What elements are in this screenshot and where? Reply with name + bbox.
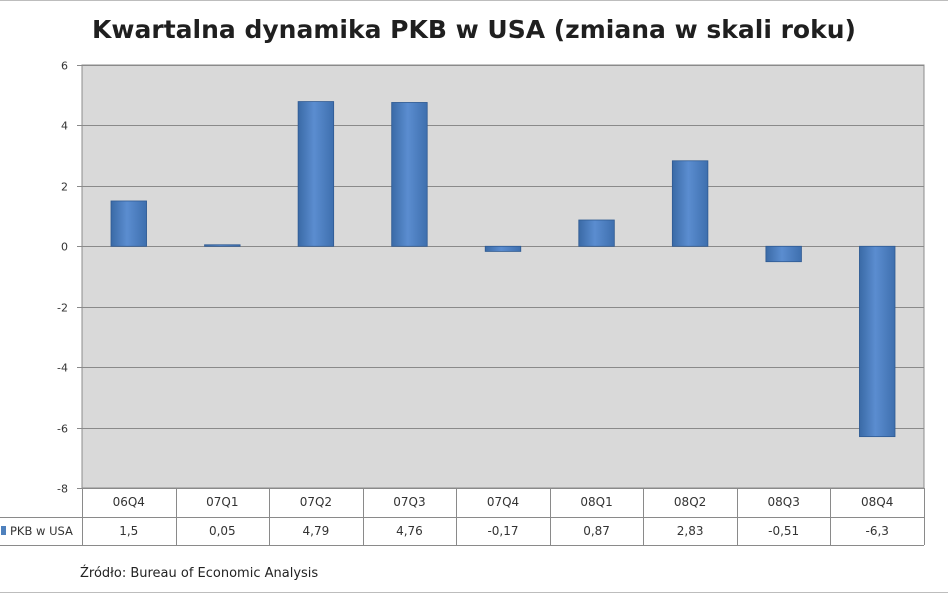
y-tick-label: -8 bbox=[57, 483, 68, 496]
bar bbox=[671, 160, 709, 247]
plot-area bbox=[81, 64, 925, 489]
category-label: 06Q4 bbox=[113, 495, 145, 509]
bar bbox=[110, 200, 147, 247]
y-tick-label: -4 bbox=[57, 362, 68, 375]
bar bbox=[578, 219, 615, 247]
bar bbox=[297, 101, 335, 247]
data-label: -0,51 bbox=[768, 524, 799, 538]
category-label: 07Q2 bbox=[300, 495, 332, 509]
chart-title: Kwartalna dynamika PKB w USA (zmiana w s… bbox=[92, 15, 856, 44]
y-tick-label: 2 bbox=[61, 181, 68, 194]
bar bbox=[391, 102, 428, 247]
bar bbox=[484, 245, 522, 252]
source-note: Źródło: Bureau of Economic Analysis bbox=[80, 566, 319, 581]
category-label: 08Q3 bbox=[767, 495, 799, 509]
bar bbox=[765, 245, 802, 263]
data-label: 2,83 bbox=[677, 524, 704, 538]
y-tick-label: 0 bbox=[61, 241, 68, 254]
y-tick-label: 6 bbox=[61, 60, 68, 73]
data-label: 4,76 bbox=[396, 524, 423, 538]
data-label: 0,05 bbox=[209, 524, 236, 538]
category-label: 07Q3 bbox=[393, 495, 425, 509]
category-label: 08Q4 bbox=[861, 495, 893, 509]
data-label: -6,3 bbox=[866, 524, 889, 538]
data-label: 1,5 bbox=[119, 524, 138, 538]
y-tick-label: -6 bbox=[57, 423, 68, 436]
data-label: 4,79 bbox=[303, 524, 330, 538]
data-label: 0,87 bbox=[583, 524, 610, 538]
bar bbox=[204, 244, 241, 247]
bar bbox=[859, 245, 896, 438]
data-label: -0,17 bbox=[487, 524, 518, 538]
category-label: 07Q1 bbox=[206, 495, 238, 509]
y-tick-label: 4 bbox=[61, 120, 68, 133]
category-label: 08Q2 bbox=[674, 495, 706, 509]
y-tick-label: -2 bbox=[57, 302, 68, 315]
category-label: 07Q4 bbox=[487, 495, 519, 509]
category-label: 08Q1 bbox=[580, 495, 612, 509]
legend-swatch bbox=[1, 526, 6, 535]
legend-label: PKB w USA bbox=[10, 524, 73, 538]
